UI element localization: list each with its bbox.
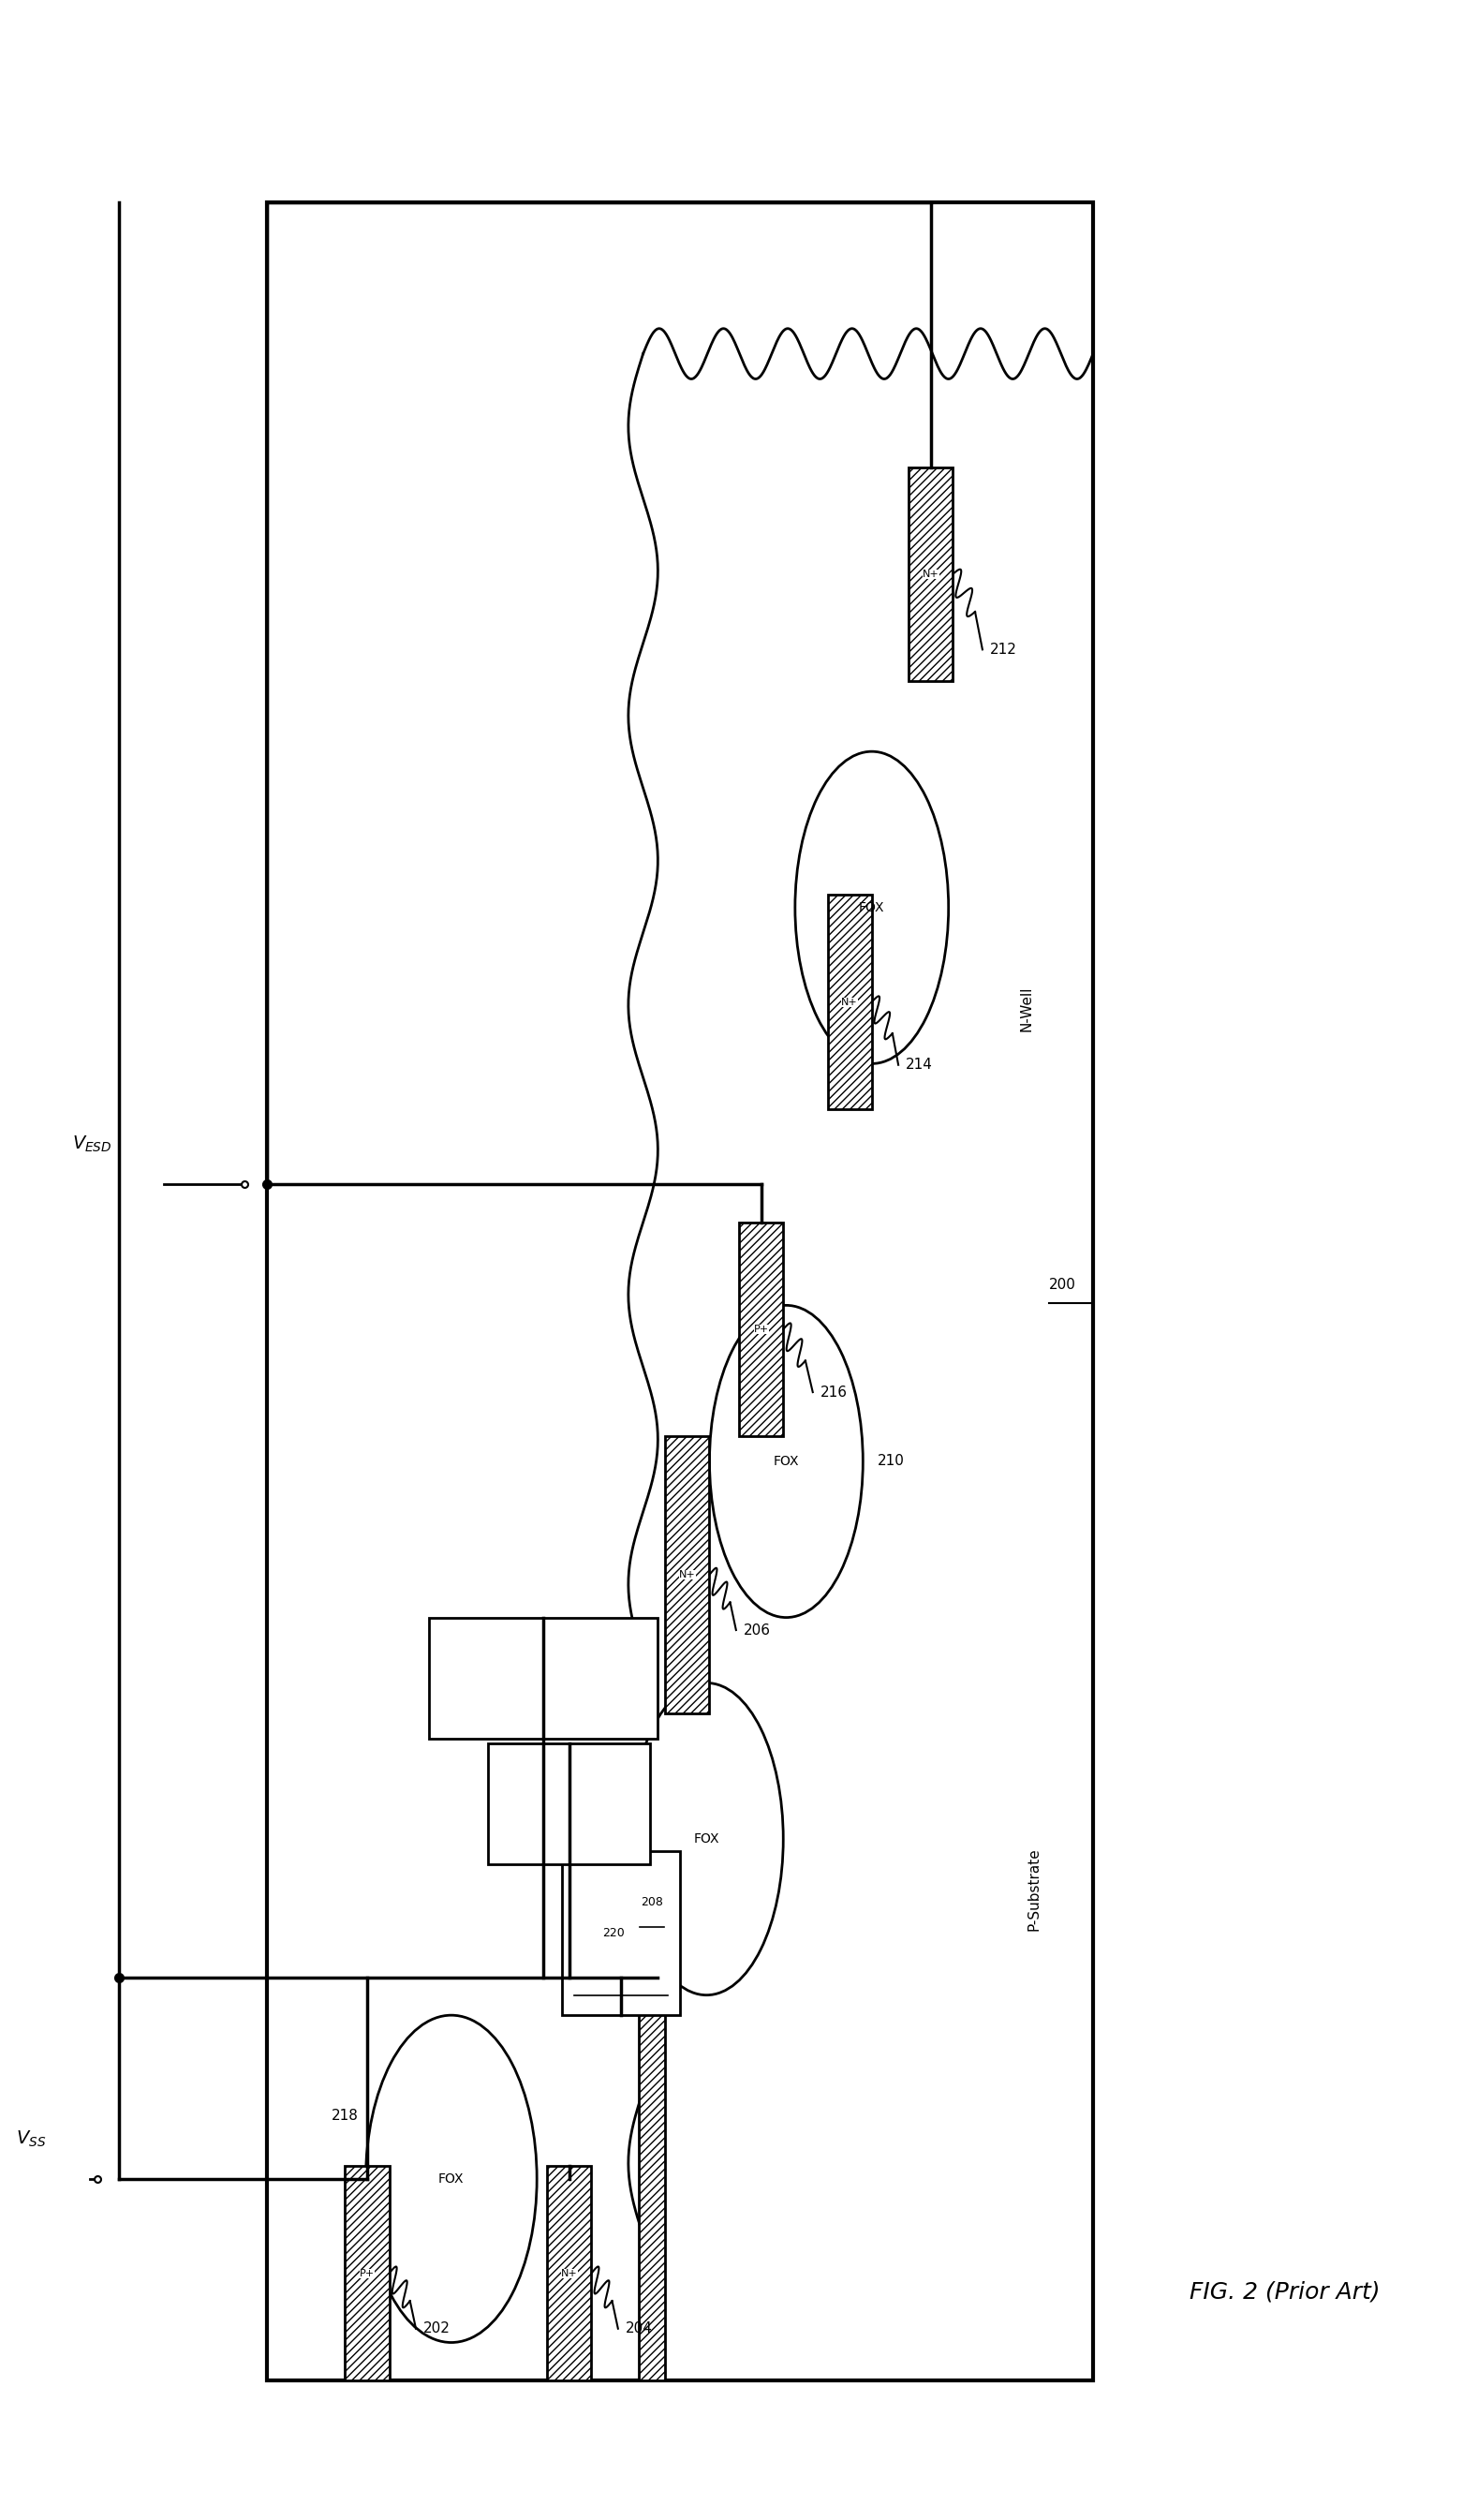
Text: N+: N+ <box>922 570 939 580</box>
Ellipse shape <box>795 751 949 1063</box>
Text: 220: 220 <box>603 1928 625 1940</box>
Text: FOX: FOX <box>773 1454 800 1469</box>
Text: 200: 200 <box>1049 1278 1076 1293</box>
Bar <box>665 1436 709 1714</box>
Text: $V_{SS}$: $V_{SS}$ <box>16 2129 46 2150</box>
Text: P+: P+ <box>754 1326 769 1333</box>
Text: $V_{ESD}$: $V_{ESD}$ <box>72 1134 112 1154</box>
Text: 208: 208 <box>641 1895 664 1908</box>
Bar <box>909 466 953 680</box>
Ellipse shape <box>709 1305 863 1618</box>
Text: N+: N+ <box>841 998 857 1005</box>
Text: 212: 212 <box>990 643 1017 658</box>
Ellipse shape <box>630 1683 783 1996</box>
Text: N+: N+ <box>678 1570 696 1580</box>
Text: 202: 202 <box>423 2321 451 2336</box>
Text: 210: 210 <box>878 1454 905 1469</box>
Bar <box>828 895 872 1109</box>
Text: 216: 216 <box>820 1386 847 1399</box>
Bar <box>547 2167 591 2381</box>
Bar <box>429 1618 658 1739</box>
Bar <box>638 1966 665 2381</box>
Text: FOX: FOX <box>439 2172 464 2185</box>
Text: 204: 204 <box>625 2321 652 2336</box>
Text: P+: P+ <box>359 2268 375 2278</box>
Bar <box>739 1222 783 1436</box>
Text: 218: 218 <box>331 2109 358 2122</box>
Text: FOX: FOX <box>859 902 885 915</box>
Bar <box>488 1744 650 1865</box>
Bar <box>268 202 1094 2381</box>
Ellipse shape <box>365 2016 537 2344</box>
Text: 206: 206 <box>743 1623 770 1638</box>
Bar <box>562 1852 680 2016</box>
Bar <box>344 2167 389 2381</box>
Text: FOX: FOX <box>693 1832 720 1845</box>
Text: N-Well: N-Well <box>1020 985 1033 1031</box>
Text: N+: N+ <box>562 2268 578 2278</box>
Text: P-Substrate: P-Substrate <box>1027 1847 1041 1930</box>
Text: FIG. 2 (Prior Art): FIG. 2 (Prior Art) <box>1190 2281 1380 2303</box>
Text: 214: 214 <box>906 1058 933 1071</box>
